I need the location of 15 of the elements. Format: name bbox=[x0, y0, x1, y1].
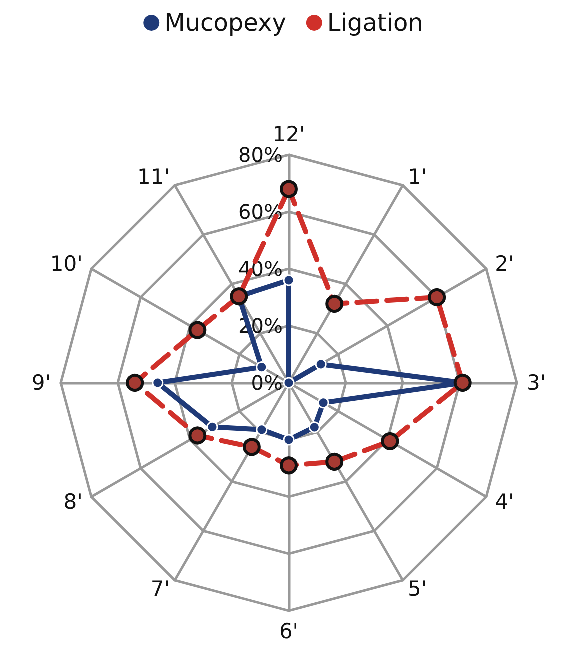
spoke-label: 11' bbox=[138, 164, 170, 189]
spoke-label: 9' bbox=[32, 371, 51, 395]
spoke-label: 10' bbox=[50, 252, 83, 276]
spoke-label: 2' bbox=[495, 252, 514, 276]
y-tick-label: 0% bbox=[251, 371, 283, 395]
legend-label: Ligation bbox=[327, 9, 424, 37]
spoke-label: 3' bbox=[527, 371, 546, 395]
spoke-label: 6' bbox=[279, 620, 299, 644]
spoke-label: 1' bbox=[408, 164, 428, 189]
spoke-label: 8' bbox=[64, 490, 83, 514]
spoke-label: 4' bbox=[495, 490, 514, 514]
spoke-label: 5' bbox=[408, 577, 428, 602]
legend-label: Mucopexy bbox=[164, 9, 286, 37]
spoke-label: 7' bbox=[150, 577, 170, 602]
y-tick-label: 60% bbox=[238, 200, 283, 224]
